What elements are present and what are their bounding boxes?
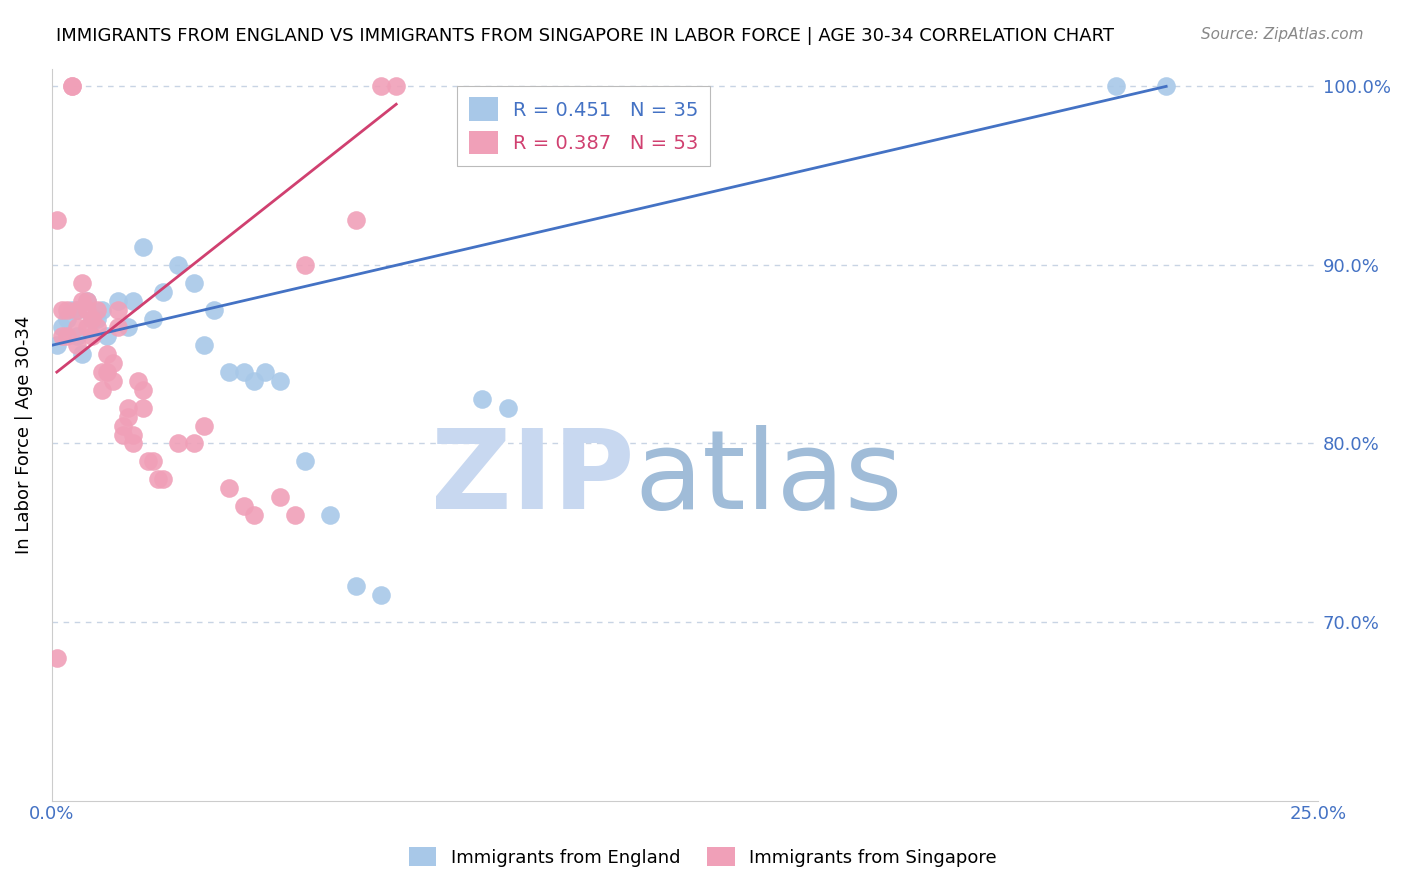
Point xyxy=(152,285,174,299)
Point xyxy=(294,258,316,272)
Point xyxy=(91,383,114,397)
Point xyxy=(111,427,134,442)
Point xyxy=(45,213,67,227)
Point xyxy=(56,311,79,326)
Point xyxy=(167,436,190,450)
Point xyxy=(243,374,266,388)
Point xyxy=(202,302,225,317)
Text: Source: ZipAtlas.com: Source: ZipAtlas.com xyxy=(1201,27,1364,42)
Point xyxy=(146,472,169,486)
Point xyxy=(107,293,129,308)
Point xyxy=(294,454,316,468)
Point xyxy=(121,293,143,308)
Legend: R = 0.451   N = 35, R = 0.387   N = 53: R = 0.451 N = 35, R = 0.387 N = 53 xyxy=(457,86,710,166)
Point xyxy=(91,302,114,317)
Point xyxy=(86,320,108,334)
Point xyxy=(70,347,93,361)
Point xyxy=(471,392,494,406)
Point xyxy=(253,365,276,379)
Point xyxy=(96,347,118,361)
Legend: Immigrants from England, Immigrants from Singapore: Immigrants from England, Immigrants from… xyxy=(402,840,1004,874)
Point xyxy=(86,302,108,317)
Point xyxy=(1104,79,1126,94)
Point xyxy=(66,338,89,352)
Point xyxy=(76,293,98,308)
Text: atlas: atlas xyxy=(634,425,903,532)
Point xyxy=(96,365,118,379)
Point xyxy=(132,383,155,397)
Y-axis label: In Labor Force | Age 30-34: In Labor Force | Age 30-34 xyxy=(15,316,32,554)
Point xyxy=(91,365,114,379)
Point xyxy=(183,276,205,290)
Point xyxy=(121,427,143,442)
Point xyxy=(218,365,240,379)
Point xyxy=(193,418,215,433)
Point xyxy=(82,311,104,326)
Point xyxy=(101,356,124,370)
Point xyxy=(66,302,89,317)
Point xyxy=(107,302,129,317)
Point xyxy=(76,302,98,317)
Point xyxy=(45,650,67,665)
Point xyxy=(243,508,266,522)
Text: ZIP: ZIP xyxy=(430,425,634,532)
Point xyxy=(56,329,79,343)
Text: IMMIGRANTS FROM ENGLAND VS IMMIGRANTS FROM SINGAPORE IN LABOR FORCE | AGE 30-34 : IMMIGRANTS FROM ENGLAND VS IMMIGRANTS FR… xyxy=(56,27,1114,45)
Point xyxy=(60,79,83,94)
Point xyxy=(101,374,124,388)
Point xyxy=(76,320,98,334)
Point xyxy=(70,276,93,290)
Point xyxy=(45,338,67,352)
Point xyxy=(70,293,93,308)
Point xyxy=(56,302,79,317)
Point xyxy=(142,454,165,468)
Point xyxy=(344,213,367,227)
Point xyxy=(86,311,108,326)
Point xyxy=(121,436,143,450)
Point xyxy=(76,293,98,308)
Point xyxy=(51,329,73,343)
Point xyxy=(82,329,104,343)
Point xyxy=(233,499,256,513)
Point xyxy=(111,418,134,433)
Point xyxy=(496,401,519,415)
Point xyxy=(117,409,139,424)
Point xyxy=(51,302,73,317)
Point xyxy=(1154,79,1177,94)
Point xyxy=(51,320,73,334)
Point xyxy=(142,311,165,326)
Point xyxy=(344,579,367,593)
Point xyxy=(319,508,342,522)
Point xyxy=(60,79,83,94)
Point xyxy=(66,302,89,317)
Point xyxy=(117,320,139,334)
Point xyxy=(132,401,155,415)
Point xyxy=(385,79,408,94)
Point xyxy=(152,472,174,486)
Point xyxy=(269,374,291,388)
Point xyxy=(183,436,205,450)
Point xyxy=(107,320,129,334)
Point xyxy=(127,374,149,388)
Point xyxy=(269,490,291,504)
Point xyxy=(136,454,159,468)
Point xyxy=(66,320,89,334)
Point xyxy=(233,365,256,379)
Point xyxy=(60,302,83,317)
Point xyxy=(132,240,155,254)
Point xyxy=(66,329,89,343)
Point xyxy=(218,481,240,495)
Point xyxy=(82,311,104,326)
Point xyxy=(284,508,307,522)
Point xyxy=(370,79,392,94)
Point xyxy=(370,588,392,602)
Point xyxy=(96,329,118,343)
Point xyxy=(117,401,139,415)
Point xyxy=(193,338,215,352)
Point xyxy=(167,258,190,272)
